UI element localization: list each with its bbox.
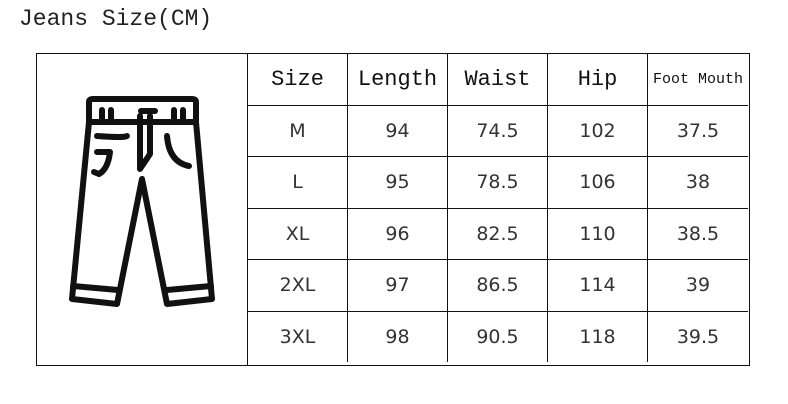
cell-length: 96 bbox=[347, 207, 448, 260]
cell-hip: 102 bbox=[547, 104, 648, 157]
cell-hip: 106 bbox=[547, 156, 648, 209]
table-row: 2XL 97 86.5 114 39 bbox=[248, 259, 748, 312]
cell-waist: 82.5 bbox=[447, 207, 548, 260]
cell-size: 3XL bbox=[248, 310, 348, 362]
table-row: L 95 78.5 106 38 bbox=[248, 156, 748, 209]
table-row: 3XL 98 90.5 118 39.5 bbox=[248, 310, 748, 362]
cell-foot-mouth: 37.5 bbox=[647, 104, 748, 157]
header-foot-mouth: Foot Mouth bbox=[647, 54, 748, 106]
cell-waist: 78.5 bbox=[447, 156, 548, 209]
cell-size: L bbox=[248, 156, 348, 209]
cell-foot-mouth: 38.5 bbox=[647, 207, 748, 260]
header-hip: Hip bbox=[547, 54, 648, 106]
header-length: Length bbox=[347, 54, 448, 106]
cell-hip: 114 bbox=[547, 259, 648, 312]
cell-size: XL bbox=[248, 207, 348, 260]
header-size: Size bbox=[248, 54, 348, 106]
cell-waist: 74.5 bbox=[447, 104, 548, 157]
header-waist: Waist bbox=[447, 54, 548, 106]
cell-length: 98 bbox=[347, 310, 448, 362]
illustration-cell bbox=[37, 54, 248, 365]
size-chart: Size Length Waist Hip Foot Mouth M 94 74… bbox=[36, 53, 750, 366]
size-table: Size Length Waist Hip Foot Mouth M 94 74… bbox=[248, 54, 748, 362]
cell-foot-mouth: 38 bbox=[647, 156, 748, 209]
cell-waist: 90.5 bbox=[447, 310, 548, 362]
cell-size: 2XL bbox=[248, 259, 348, 312]
cell-length: 97 bbox=[347, 259, 448, 312]
cell-foot-mouth: 39 bbox=[647, 259, 748, 312]
cell-waist: 86.5 bbox=[447, 259, 548, 312]
chart-title: Jeans Size(CM) bbox=[19, 6, 213, 32]
cell-size: M bbox=[248, 104, 348, 157]
table-row: XL 96 82.5 110 38.5 bbox=[248, 207, 748, 260]
cell-foot-mouth: 39.5 bbox=[647, 310, 748, 362]
table-row: M 94 74.5 102 37.5 bbox=[248, 104, 748, 157]
cell-hip: 110 bbox=[547, 207, 648, 260]
cell-hip: 118 bbox=[547, 310, 648, 362]
cell-length: 95 bbox=[347, 156, 448, 209]
table-header-row: Size Length Waist Hip Foot Mouth bbox=[248, 54, 748, 106]
jeans-icon bbox=[69, 96, 215, 307]
cell-length: 94 bbox=[347, 104, 448, 157]
